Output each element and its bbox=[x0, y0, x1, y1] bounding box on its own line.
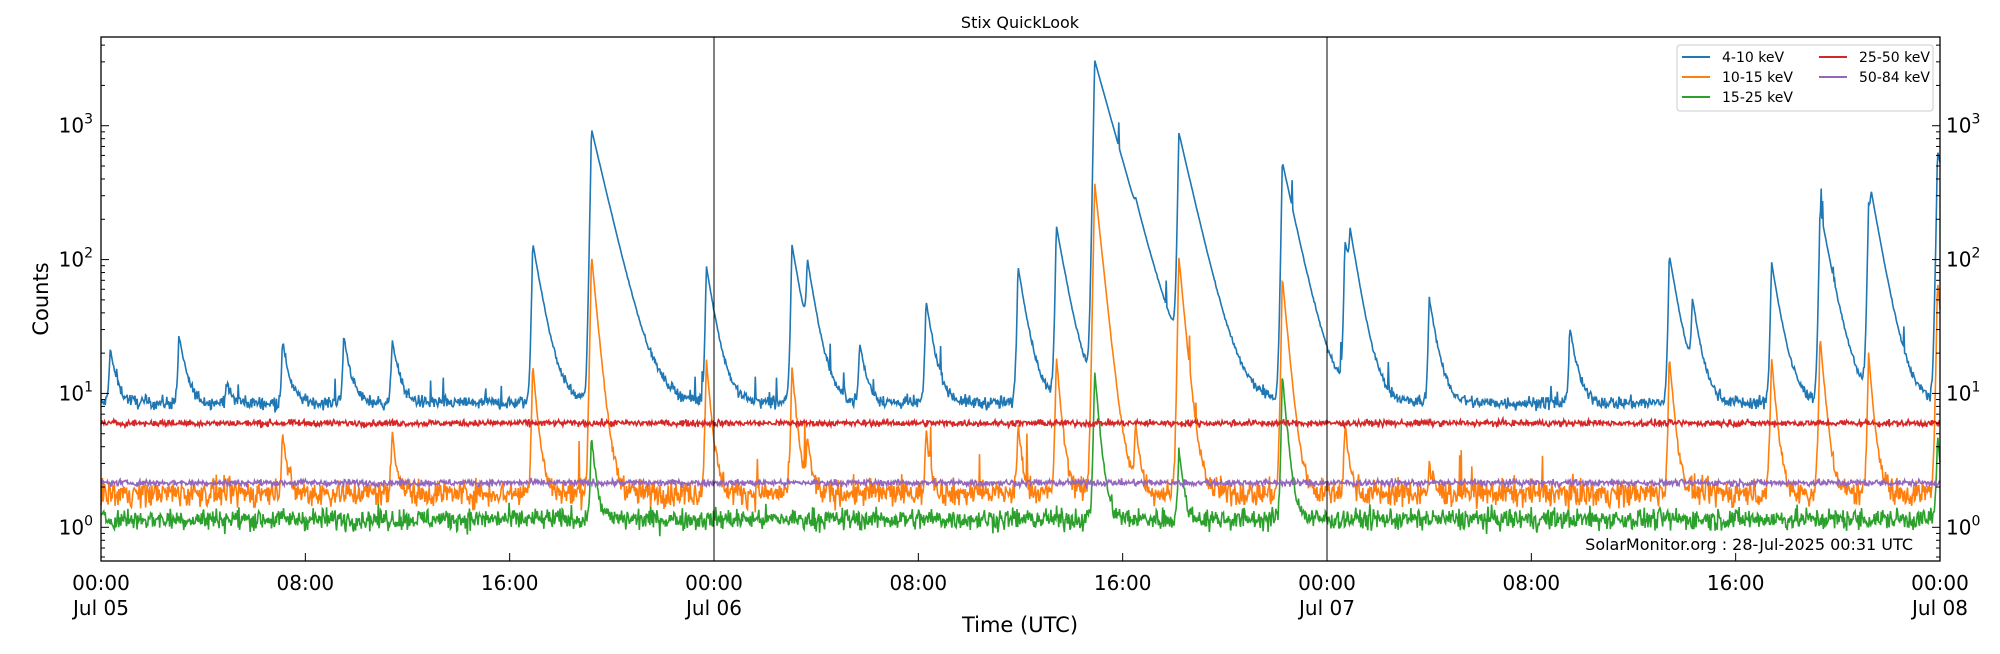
y-tick-base: 10 bbox=[1946, 381, 1971, 405]
plot-frame bbox=[100, 36, 1941, 562]
y-tick-exponent: 1 bbox=[84, 379, 93, 395]
series-line-50-84-kev bbox=[100, 476, 1941, 490]
y-axis-label: Counts bbox=[29, 262, 53, 335]
x-tick-label-date: Jul 07 bbox=[1297, 596, 1355, 620]
y-tick-label-left: 101 bbox=[59, 379, 93, 405]
series-line-10-15-kev bbox=[100, 183, 1941, 513]
series-layer bbox=[100, 60, 1941, 537]
y-tick-label-right: 103 bbox=[1946, 112, 1980, 138]
y-tick-label-right: 102 bbox=[1946, 246, 1980, 272]
legend-item: 4-10 keV bbox=[1682, 50, 1784, 66]
x-tick-label-time: 00:00 bbox=[72, 571, 130, 595]
y-tick-base: 10 bbox=[59, 381, 84, 405]
chart-title: Stix QuickLook bbox=[961, 13, 1080, 32]
legend-label: 25-50 keV bbox=[1859, 50, 1930, 66]
y-tick-base: 10 bbox=[59, 515, 84, 539]
y-tick-label-left: 102 bbox=[59, 246, 93, 272]
legend-item: 25-50 keV bbox=[1819, 50, 1930, 66]
x-axis-label: Time (UTC) bbox=[961, 613, 1078, 637]
y-tick-exponent: 2 bbox=[84, 246, 93, 262]
legend-item: 10-15 keV bbox=[1682, 70, 1793, 86]
x-tick-label-time: 16:00 bbox=[1094, 571, 1152, 595]
x-tick-label-time: 00:00 bbox=[1298, 571, 1356, 595]
series-line-25-50-kev bbox=[100, 415, 1941, 430]
x-tick-label-time: 00:00 bbox=[685, 571, 743, 595]
y-tick-base: 10 bbox=[1946, 114, 1971, 138]
y-tick-label-left: 100 bbox=[59, 513, 93, 539]
y-tick-label-right: 101 bbox=[1946, 379, 1980, 405]
legend-item: 15-25 keV bbox=[1682, 90, 1793, 106]
x-tick-label-time: 08:00 bbox=[890, 571, 948, 595]
x-tick-label-time: 16:00 bbox=[1707, 571, 1765, 595]
x-tick-label-date: Jul 06 bbox=[684, 596, 742, 620]
legend-label: 4-10 keV bbox=[1722, 50, 1784, 66]
y-tick-exponent: 2 bbox=[1971, 246, 1980, 262]
legend: 4-10 keV 10-15 keV 15-25 keV 25-50 keV 50-84… bbox=[1676, 44, 1934, 112]
x-tick-label-time: 16:00 bbox=[481, 571, 539, 595]
y-tick-base: 10 bbox=[1946, 248, 1971, 272]
y-tick-exponent: 1 bbox=[1971, 379, 1980, 395]
y-tick-exponent: 0 bbox=[1971, 513, 1980, 529]
y-tick-exponent: 3 bbox=[1971, 112, 1980, 128]
series-line-4-10-kev bbox=[100, 60, 1941, 413]
y-tick-label-left: 103 bbox=[59, 112, 93, 138]
y-tick-base: 10 bbox=[59, 248, 84, 272]
annotation-text: SolarMonitor.org : 28-Jul-2025 00:31 UTC bbox=[1585, 535, 1913, 554]
x-tick-label-time: 00:00 bbox=[1911, 571, 1969, 595]
series-line-15-25-kev bbox=[100, 372, 1941, 537]
legend-label: 10-15 keV bbox=[1722, 70, 1793, 86]
legend-item: 50-84 keV bbox=[1819, 70, 1930, 86]
x-tick-label-date: Jul 08 bbox=[1910, 596, 1968, 620]
x-tick-label-date: Jul 05 bbox=[71, 596, 129, 620]
legend-label: 15-25 keV bbox=[1722, 90, 1793, 106]
y-tick-exponent: 3 bbox=[84, 112, 93, 128]
y-tick-exponent: 0 bbox=[84, 513, 93, 529]
y-tick-base: 10 bbox=[1946, 515, 1971, 539]
x-tick-label-time: 08:00 bbox=[1503, 571, 1561, 595]
legend-label: 50-84 keV bbox=[1859, 70, 1930, 86]
x-tick-label-time: 08:00 bbox=[277, 571, 335, 595]
y-tick-base: 10 bbox=[59, 114, 84, 138]
y-tick-label-right: 100 bbox=[1946, 513, 1980, 539]
legend-box bbox=[1676, 44, 1934, 112]
